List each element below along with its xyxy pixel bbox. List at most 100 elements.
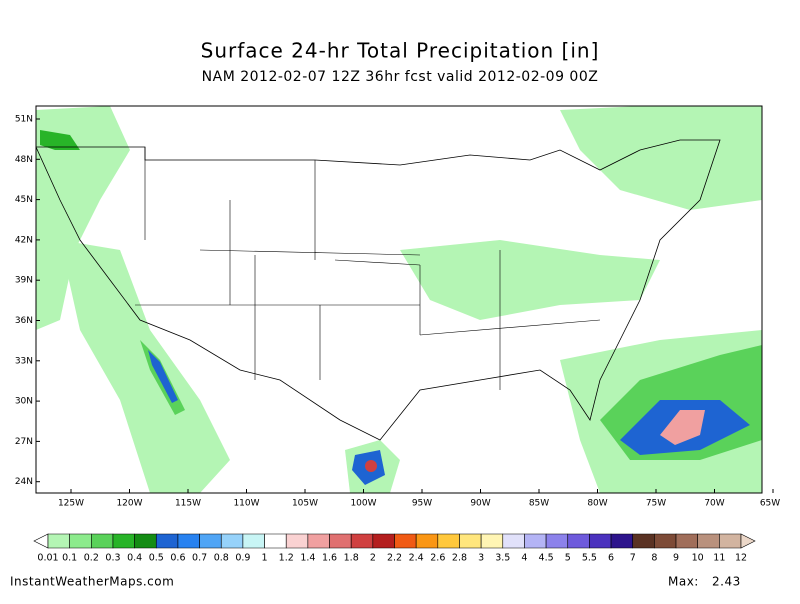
legend-label: 3.5 <box>495 553 510 564</box>
legend-swatch <box>480 533 504 549</box>
legend-swatch <box>567 533 590 549</box>
precip-area <box>365 460 377 472</box>
legend-swatch <box>69 533 92 549</box>
legend-swatch <box>33 533 49 549</box>
lon-label: 95W <box>412 499 432 509</box>
legend-label: 2.2 <box>387 553 402 564</box>
legend-label: 3 <box>478 553 484 564</box>
legend-swatch <box>697 533 720 549</box>
legend-label: 2 <box>370 553 376 564</box>
lon-label: 75W <box>646 499 666 509</box>
source: InstantWeatherMaps.com <box>10 575 174 589</box>
coastline <box>36 139 721 441</box>
lon-label: 85W <box>529 499 549 509</box>
subtitle: NAM 2012-02-07 12Z 36hr fcst valid 2012-… <box>202 69 599 85</box>
lon-label: 125W <box>58 499 84 509</box>
legend-swatch <box>502 533 525 549</box>
legend-swatch <box>459 533 482 549</box>
legend-swatch <box>654 533 677 549</box>
legend-label: 0.4 <box>127 553 142 564</box>
precip-area <box>40 130 80 150</box>
map-frame <box>35 105 763 494</box>
lat-label: 27N <box>15 437 33 447</box>
lat-label: 30N <box>15 397 33 407</box>
legend-label: 0.5 <box>149 553 164 564</box>
legend-label: 6 <box>608 553 614 564</box>
legend-label: 4.5 <box>539 553 554 564</box>
legend-label: 2.6 <box>430 553 445 564</box>
legend-label: 12 <box>735 553 747 564</box>
legend-swatch <box>307 533 330 549</box>
precip-area <box>60 240 230 493</box>
lon-label: 115W <box>175 499 201 509</box>
legend-label: 0.9 <box>235 553 250 564</box>
lon-label: 100W <box>350 499 376 509</box>
legend-swatch <box>524 533 547 549</box>
lon-label: 80W <box>587 499 607 509</box>
legend-label: 1.2 <box>279 553 294 564</box>
legend-swatch <box>372 533 395 549</box>
legend-label: 0.8 <box>214 553 229 564</box>
legend-swatch <box>242 533 265 549</box>
legend-label: 8 <box>651 553 657 564</box>
map <box>35 105 763 494</box>
lon-label: 105W <box>292 499 318 509</box>
precip-area <box>560 106 762 210</box>
title: Surface 24-hr Total Precipitation [in] <box>201 39 600 63</box>
legend-swatch <box>264 533 287 549</box>
legend-swatch <box>199 533 222 549</box>
legend-label: 0.7 <box>192 553 207 564</box>
legend-label: 5.5 <box>582 553 597 564</box>
legend-swatch <box>285 533 309 549</box>
legend-swatch <box>155 533 179 549</box>
legend-label: 0.2 <box>84 553 99 564</box>
legend-label: 0.6 <box>170 553 185 564</box>
lat-label: 48N <box>15 155 33 165</box>
legend-swatch <box>329 533 352 549</box>
legend-swatch <box>437 533 460 549</box>
precip-field <box>36 106 762 493</box>
legend-label: 10 <box>692 553 704 564</box>
lon-label: 65W <box>760 499 780 509</box>
lat-label: 51N <box>15 115 33 125</box>
lat-label: 33N <box>15 356 33 366</box>
lat-label: 45N <box>15 195 33 205</box>
max-value: 2.43 <box>712 575 741 589</box>
lon-label: 70W <box>704 499 724 509</box>
legend-swatch <box>220 533 244 549</box>
legend-swatch <box>394 533 417 549</box>
legend-label: 7 <box>630 553 636 564</box>
lon-label: 90W <box>470 499 490 509</box>
legend-swatch <box>177 533 200 549</box>
legend-label: 2.4 <box>409 553 424 564</box>
state-lines <box>135 147 601 390</box>
precip-area <box>660 410 705 445</box>
legend-label: 1.8 <box>344 553 359 564</box>
legend-swatch <box>415 533 439 549</box>
lon-label: 110W <box>233 499 259 509</box>
lat-label: 36N <box>15 316 33 326</box>
legend-swatch <box>610 533 634 549</box>
color-legend: 0.01 0.1 0.2 0.3 0.4 0.5 0.6 0.7 0.8 0.9 1 1.2 1.4 1.… <box>33 533 756 564</box>
max-label: Max: <box>668 575 699 589</box>
lat-label: 39N <box>15 276 33 286</box>
legend-label: 1.4 <box>300 553 315 564</box>
precip-area <box>36 106 130 330</box>
legend-label: 1.6 <box>322 553 337 564</box>
legend-label: 11 <box>713 553 725 564</box>
legend-swatch <box>589 533 612 549</box>
legend-swatch <box>112 533 135 549</box>
legend-label: 1 <box>262 553 268 564</box>
lon-label: 120W <box>116 499 142 509</box>
legend-swatch <box>350 533 374 549</box>
legend-swatch <box>134 533 157 549</box>
legend-swatch <box>47 533 70 549</box>
legend-swatch <box>675 533 698 549</box>
legend-label: 0.01 <box>37 553 58 564</box>
legend-swatch <box>545 533 569 549</box>
legend-swatch <box>632 533 655 549</box>
precip-area <box>400 240 660 320</box>
legend-swatch <box>719 533 742 549</box>
lat-label: 24N <box>15 477 33 487</box>
